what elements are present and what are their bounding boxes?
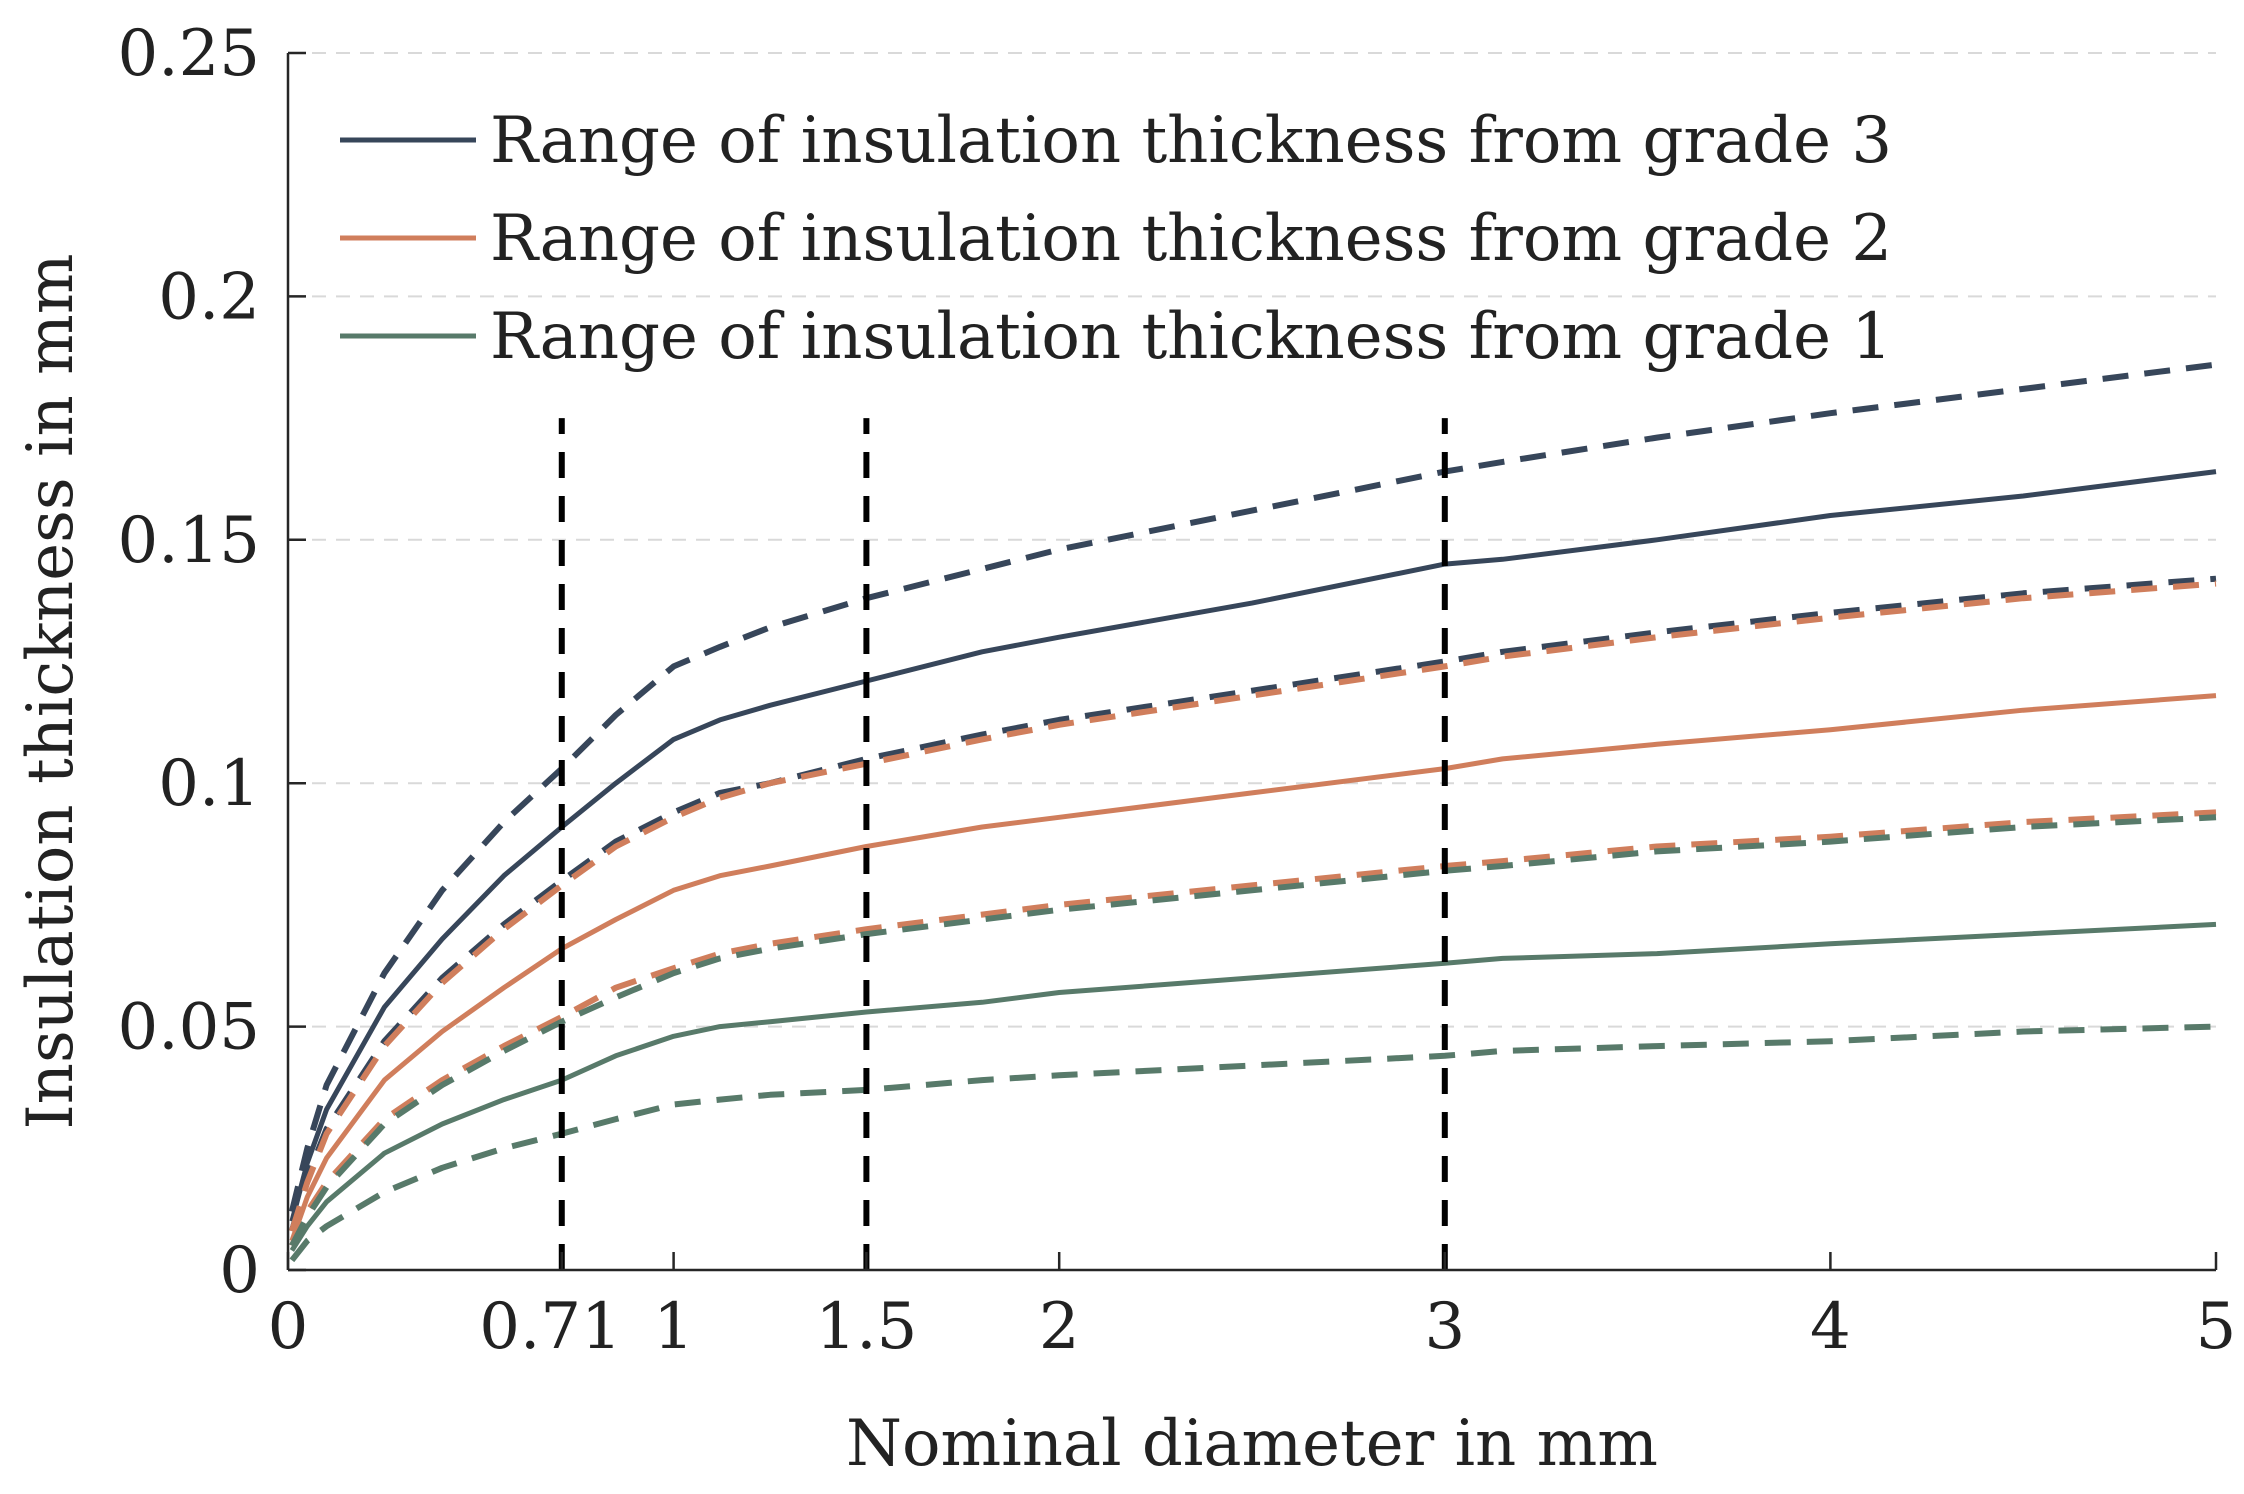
legend: Range of insulation thickness from grade…: [340, 104, 1892, 374]
series-8-dashed-line: [289, 1023, 2217, 1263]
legend-label-3: Range of insulation thickness from grade…: [490, 202, 1892, 276]
x-tick-label: 4: [1810, 1290, 1851, 1364]
y-tick-label: 0.05: [118, 991, 261, 1065]
y-tick-label: 0.25: [118, 17, 261, 91]
legend-label-0: Range of insulation thickness from grade…: [490, 104, 1892, 178]
x-axis-title: Nominal diameter in mm: [846, 1407, 1658, 1481]
series-1-dashed-line: [288, 361, 2217, 1213]
series-4-dashed-line: [289, 580, 2217, 1233]
y-axis-title: Insulation thickness in mm: [14, 253, 88, 1129]
series-2-dashed-line: [289, 575, 2217, 1232]
y-tick-label: 0.1: [158, 747, 260, 821]
legend-label-6: Range of insulation thickness from grade…: [490, 300, 1892, 374]
x-tick-label: 1.5: [816, 1290, 918, 1364]
x-tick-label: 5: [2196, 1290, 2237, 1364]
axes: 0 0.05 0.1 0.15 0.2 0.25 0 0.71 1 1.5 2 3 4 5 Nominal …: [14, 17, 2236, 1481]
series-0-line: [289, 469, 2217, 1222]
y-tick-label: 0: [219, 1234, 260, 1308]
x-tick-label: 2: [1039, 1290, 1080, 1364]
x-tick-label: 1: [653, 1290, 694, 1364]
x-tick-label: 0: [268, 1290, 309, 1364]
series-7-dashed-line: [289, 814, 2217, 1248]
grid: [288, 52, 2216, 1028]
x-tick-label: 3: [1424, 1290, 1465, 1364]
x-tick-label: 0.71: [479, 1290, 622, 1364]
y-tick-label: 0.2: [158, 260, 260, 334]
y-tick-label: 0.15: [118, 504, 261, 578]
series-group: [288, 361, 2217, 1263]
reference-lines: [558, 418, 1448, 1270]
series-6-line: [289, 921, 2217, 1252]
series-3-line: [289, 693, 2217, 1242]
series-5-dashed-line: [289, 809, 2217, 1247]
